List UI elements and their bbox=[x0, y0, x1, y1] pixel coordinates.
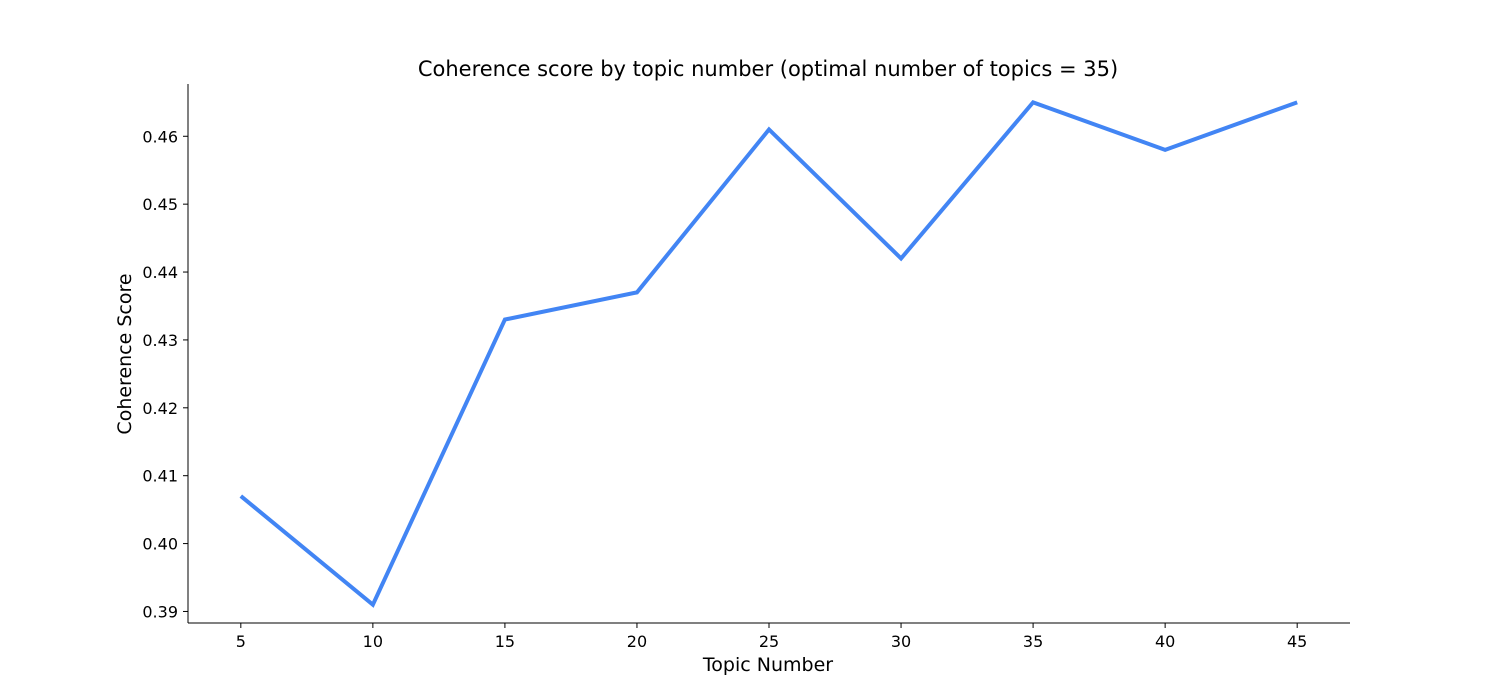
x-tick-label: 30 bbox=[891, 632, 911, 651]
x-tick-label: 40 bbox=[1155, 632, 1175, 651]
x-axis-ticks: 5 10 15 20 25 30 35 40 45 bbox=[236, 623, 1307, 651]
x-tick-label: 5 bbox=[236, 632, 246, 651]
series-line-1 bbox=[239, 99, 1298, 608]
y-tick-label: 0.41 bbox=[142, 467, 178, 486]
x-tick-label: 45 bbox=[1287, 632, 1307, 651]
y-axis-ticks: 0.39 0.40 0.41 0.42 0.43 0.44 0.45 0.46 bbox=[142, 127, 188, 621]
y-tick-label: 0.43 bbox=[142, 331, 178, 350]
y-tick-label: 0.42 bbox=[142, 399, 178, 418]
y-tick-label: 0.40 bbox=[142, 535, 178, 554]
chart-title: Coherence score by topic number (optimal… bbox=[418, 57, 1118, 81]
x-axis-title: Topic Number bbox=[702, 654, 833, 676]
x-tick-label: 15 bbox=[495, 632, 515, 651]
y-tick-label: 0.39 bbox=[142, 602, 178, 621]
x-tick-label: 35 bbox=[1023, 632, 1043, 651]
x-tick-label: 25 bbox=[759, 632, 779, 651]
y-axis-title: Coherence Score bbox=[114, 273, 136, 434]
y-tick-label: 0.45 bbox=[142, 195, 178, 214]
plot-area: 0.39 0.40 0.41 0.42 0.43 0.44 0.45 0.46 5 10 15 20… bbox=[142, 84, 1350, 651]
x-tick-label: 20 bbox=[627, 632, 647, 651]
y-tick-label: 0.46 bbox=[142, 127, 178, 146]
x-tick-label: 10 bbox=[363, 632, 383, 651]
y-tick-label: 0.44 bbox=[142, 263, 178, 282]
series-group bbox=[239, 99, 1298, 608]
